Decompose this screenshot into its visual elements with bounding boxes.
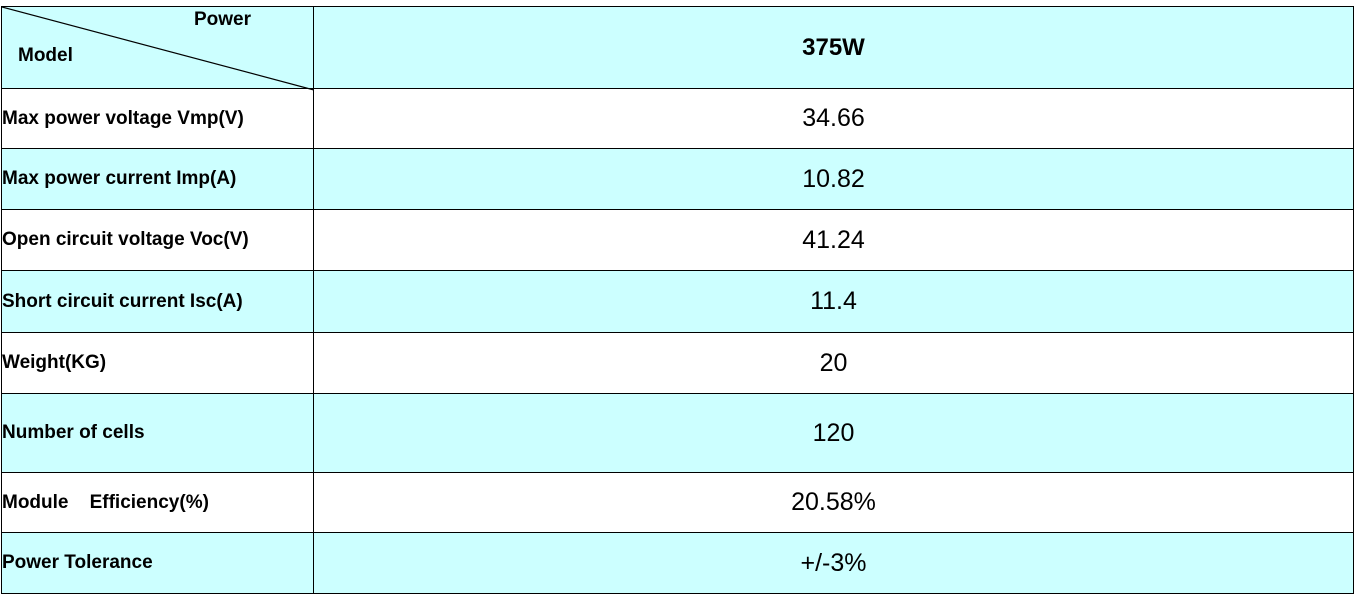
row-value: 34.66: [313, 88, 1354, 149]
row-label: Weight(KG): [1, 332, 314, 394]
row-label: Short circuit current Isc(A): [1, 270, 314, 333]
row-label: Max power voltage Vmp(V): [1, 88, 314, 149]
spec-table: Power Model 375W Max power voltage Vmp(V…: [1, 6, 1354, 594]
corner-header-cell: Power Model: [1, 6, 314, 91]
table-row: Weight(KG) 20: [1, 332, 1354, 394]
table-header-row: Power Model 375W: [1, 6, 1354, 91]
row-label: Module Efficiency(%): [1, 472, 314, 533]
table-row: Module Efficiency(%) 20.58%: [1, 472, 1354, 533]
table-row: Power Tolerance +/-3%: [1, 532, 1354, 594]
row-label: Number of cells: [1, 393, 314, 473]
row-label: Max power current Imp(A): [1, 148, 314, 210]
table-row: Short circuit current Isc(A) 11.4: [1, 270, 1354, 333]
row-label: Open circuit voltage Voc(V): [1, 209, 314, 271]
header-model-value: 375W: [313, 6, 1354, 89]
row-value: 20.58%: [313, 472, 1354, 533]
row-value: 41.24: [313, 209, 1354, 271]
row-label: Power Tolerance: [1, 532, 314, 594]
row-value: +/-3%: [313, 532, 1354, 594]
table-row: Number of cells 120: [1, 393, 1354, 473]
row-value: 10.82: [313, 148, 1354, 210]
row-value: 120: [313, 393, 1354, 473]
table-row: Open circuit voltage Voc(V) 41.24: [1, 209, 1354, 271]
table-row: Max power current Imp(A) 10.82: [1, 148, 1354, 210]
row-value: 20: [313, 332, 1354, 394]
row-value: 11.4: [313, 270, 1354, 333]
corner-header-power: Power: [194, 9, 252, 30]
corner-header-model: Model: [18, 45, 73, 66]
diagonal-divider: [2, 7, 314, 91]
table-row: Max power voltage Vmp(V) 34.66: [1, 88, 1354, 149]
